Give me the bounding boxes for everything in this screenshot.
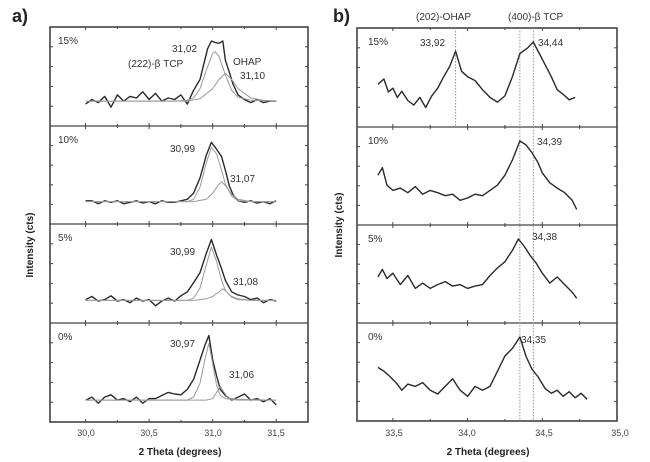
series-fit-OHAP-5pct [85,288,277,301]
panel-a-5pct-peak1: 30,99 [170,247,195,258]
series-fit-OHAP-10pct [85,181,277,203]
series-fit-OHAP-0pct [85,385,277,401]
panel-b-15pct-label: 15% [368,37,388,48]
series-measured-0pct [377,336,588,400]
panel-b-0pct-peak1: 34,35 [521,335,546,346]
series-fit-TCP-5pct [85,245,277,301]
panel-b-10pct-peak1: 34,39 [537,137,562,148]
panel-b-reference-lines [455,28,534,421]
panel-a-5pct-label: 5% [58,233,73,244]
panel-a-0pct-peak2: 31,06 [229,370,254,381]
panel-a-curves [85,40,277,406]
series-measured-10pct [377,140,578,210]
panel-a-xtick-30-5: 30,5 [140,428,158,438]
panel-b-15pct-peak2: 34,44 [538,38,563,49]
panel-b-xtick-35-0: 35,0 [611,428,629,438]
panel-a-xtick-30-0: 30,0 [77,428,95,438]
panel-a-xtick-31-0: 31,0 [204,428,222,438]
panel-b-5pct-peak1: 34,38 [532,232,557,243]
panel-a-10pct-peak1: 30,99 [170,144,195,155]
panel-a-15pct-peak1: 31,02 [172,44,197,55]
panel-a-5pct-peak2: 31,08 [233,277,258,288]
series-measured-5pct [377,238,578,299]
panel-b-curves [377,41,588,400]
panel-b-top-label-tcp: (400)-β TCP [508,12,564,23]
panel-b-xlabel: 2 Theta (degrees) [447,447,530,458]
panel-b-0pct-label: 0% [368,332,383,343]
panel-a-10pct-label: 10% [58,135,78,146]
series-measured-15pct [377,41,576,109]
panel-a-letter: a) [12,6,28,26]
panel-a-xlabel: 2 Theta (degrees) [139,447,222,458]
panel-b-top-label-ohap: (202)-OHAP [416,12,471,23]
panel-a-0pct-peak1: 30,97 [170,339,195,350]
series-fit-TCP-0pct [85,343,277,401]
panel-b-letter: b) [333,6,350,26]
panel-a-ylabel: Intensity (cts) [25,212,36,277]
panel-b-xtick-33-5: 33,5 [385,428,403,438]
panel-b-xtick-34-5: 34,5 [535,428,553,438]
panel-a-15pct-phase2: OHAP [233,57,262,68]
panel-a-ticks [50,27,308,422]
panel-b-10pct-label: 10% [368,136,388,147]
panel-b-xtick-34-0: 34,0 [458,428,476,438]
panel-a-15pct-phase1: (222)-β TCP [128,59,184,70]
panel-b-5pct-label: 5% [368,234,383,245]
panel-a: a) 15% 10% 5% 0% 31,02 (222)-β TCP OHAP … [12,6,309,458]
panel-b-ticks [357,28,618,421]
panel-a-15pct-label: 15% [58,36,78,47]
series-fit-OHAP-15pct [85,72,277,102]
panel-a-10pct-peak2: 31,07 [230,174,255,185]
series-fit-TCP-10pct [85,146,277,203]
panel-a-0pct-label: 0% [58,332,73,343]
panel-a-15pct-peak2: 31,10 [240,71,265,82]
series-measured-15pct [85,40,277,108]
panel-b: b) (202)-OHAP (400)-β TCP 15% 10% 5% 0% … [333,6,629,458]
panel-b-15pct-peak1: 33,92 [420,38,445,49]
panel-a-xtick-31-5: 31,5 [267,428,285,438]
panel-b-ylabel: Intensity (cts) [334,192,345,257]
